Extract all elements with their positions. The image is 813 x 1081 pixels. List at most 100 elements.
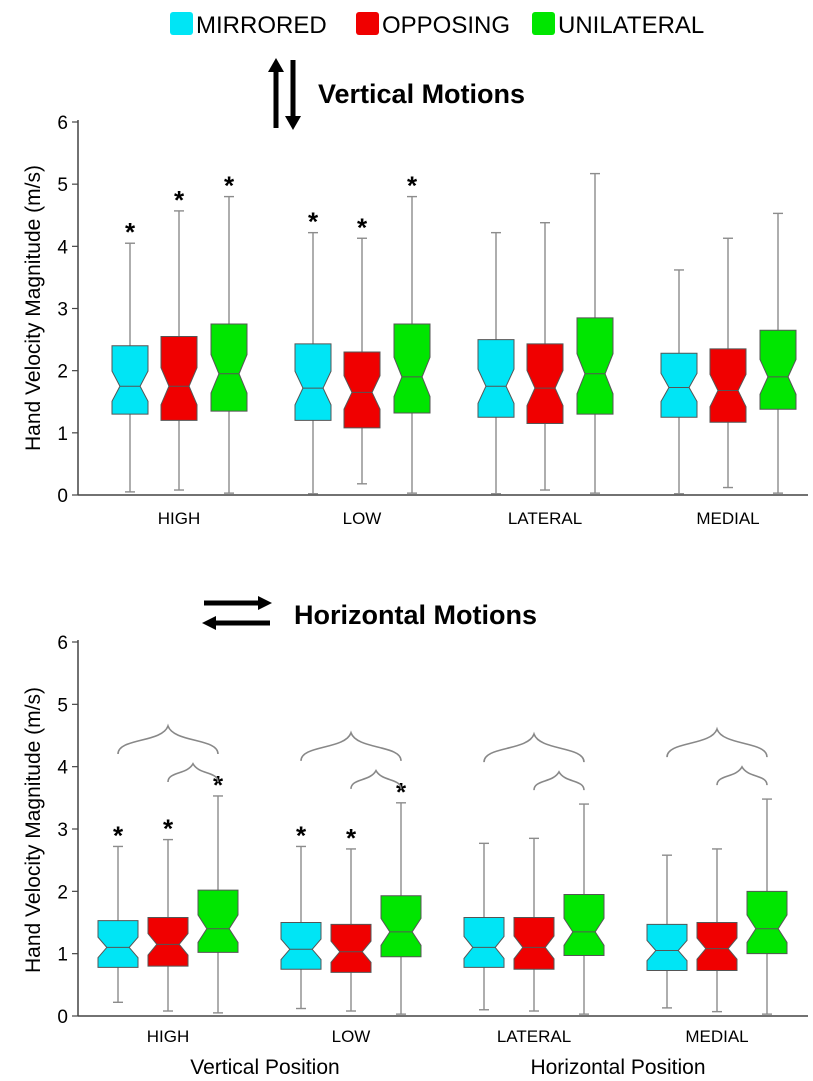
- legend-swatch-unilateral: [532, 12, 555, 35]
- boxplot-mirrored-high: *: [97, 820, 139, 1003]
- boxplot-mirrored-high: *: [111, 217, 149, 493]
- group-label-vertical-position: Vertical Position: [190, 1056, 339, 1079]
- box: [147, 917, 189, 967]
- y-tick-label: 3: [57, 300, 68, 321]
- significance-asterisk: *: [308, 207, 319, 237]
- significance-asterisk: *: [113, 820, 124, 850]
- box: [294, 343, 332, 421]
- box: [210, 323, 248, 412]
- box: [759, 329, 797, 410]
- vertical-arrows-icon: [268, 58, 301, 130]
- x-tick-label: LATERAL: [497, 1027, 571, 1046]
- horizontal-motions-plot: 0 1 2 3 4 5 6 Hand Velocity Magnitude (m/s) HIGH…: [22, 633, 808, 1046]
- box: [513, 917, 555, 970]
- x-tick-label: HIGH: [147, 1027, 190, 1046]
- group-label-horizontal-position: Horizontal Position: [530, 1056, 705, 1079]
- comparison-brace-mirrored-unilateral: [300, 730, 402, 762]
- boxplot-opposing-medial: [709, 237, 747, 489]
- box: [709, 348, 747, 423]
- boxplot-opposing-low: *: [330, 823, 372, 1012]
- x-tick-label: LOW: [332, 1027, 371, 1046]
- significance-asterisk: *: [296, 820, 307, 850]
- x-tick-label: LATERAL: [508, 509, 582, 528]
- comparison-brace-mirrored-unilateral: [117, 723, 219, 755]
- y-tick-label: 4: [57, 237, 68, 258]
- boxplot-mirrored-medial: [660, 269, 698, 495]
- box: [477, 339, 515, 418]
- boxplot-mirrored-low: *: [294, 207, 332, 495]
- legend-swatch-mirrored: [170, 12, 193, 35]
- boxplot-unilateral-low: *: [393, 171, 431, 494]
- boxplot-unilateral-high: *: [197, 770, 239, 1014]
- boxplot-opposing-lateral: [513, 837, 555, 1012]
- boxplot-unilateral-low: *: [380, 777, 422, 1015]
- box: [97, 920, 139, 968]
- comparison-brace-mirrored-unilateral: [483, 731, 585, 763]
- boxplot-unilateral-lateral: [576, 172, 614, 494]
- boxplot-unilateral-lateral: [563, 803, 605, 1015]
- comparison-brace-mirrored-unilateral: [666, 726, 768, 758]
- boxplot-opposing-medial: [696, 848, 738, 1013]
- comparison-brace-opposing-unilateral: [167, 762, 219, 783]
- legend-label-mirrored: MIRRORED: [196, 12, 327, 39]
- box: [660, 352, 698, 418]
- box: [111, 345, 149, 415]
- box: [197, 889, 239, 953]
- y-tick-label: 6: [57, 633, 68, 654]
- y-tick-label: 4: [57, 758, 68, 779]
- x-tick-label: HIGH: [158, 509, 201, 528]
- y-tick-label: 3: [57, 820, 68, 841]
- box: [576, 317, 614, 415]
- y-tick-label: 2: [57, 362, 68, 383]
- legend-item-unilateral: UNILATERAL: [532, 12, 704, 39]
- significance-asterisk: *: [224, 171, 235, 201]
- panel-title-vertical: Vertical Motions: [318, 79, 525, 109]
- comparison-brace-opposing-unilateral: [533, 770, 585, 791]
- legend: MIRRORED OPPOSING UNILATERAL: [170, 12, 704, 39]
- box: [330, 923, 372, 973]
- significance-asterisk: *: [407, 171, 418, 201]
- box: [526, 343, 564, 425]
- box: [160, 335, 198, 421]
- legend-swatch-opposing: [356, 12, 379, 35]
- x-tick-label: MEDIAL: [685, 1027, 748, 1046]
- boxplot-opposing-low: *: [343, 212, 381, 485]
- significance-asterisk: *: [174, 185, 185, 215]
- y-tick-label: 5: [57, 175, 68, 196]
- y-tick-label: 5: [57, 695, 68, 716]
- box: [646, 923, 688, 971]
- legend-item-mirrored: MIRRORED: [170, 12, 327, 39]
- box: [343, 351, 381, 429]
- y-axis-label: Hand Velocity Magnitude (m/s): [22, 165, 45, 451]
- box: [280, 922, 322, 970]
- boxplot-opposing-high: *: [160, 185, 198, 491]
- boxplot-mirrored-low: *: [280, 820, 322, 1010]
- y-tick-label: 6: [57, 113, 68, 134]
- box: [380, 895, 422, 958]
- box: [393, 323, 431, 414]
- box: [746, 890, 788, 955]
- boxplot-opposing-lateral: [526, 222, 564, 491]
- y-tick-label: 2: [57, 882, 68, 903]
- significance-asterisk: *: [125, 217, 136, 247]
- legend-label-unilateral: UNILATERAL: [558, 12, 704, 39]
- vertical-motions-plot: 0 1 2 3 4 5 6 Hand Velocity Magnitude (m/s) HIGH…: [22, 113, 808, 528]
- significance-asterisk: *: [396, 777, 407, 807]
- boxplot-mirrored-lateral: [477, 231, 515, 495]
- panel-title-horizontal: Horizontal Motions: [294, 600, 537, 630]
- y-tick-label: 0: [57, 1007, 68, 1028]
- significance-asterisk: *: [357, 212, 368, 242]
- comparison-brace-opposing-unilateral: [350, 768, 402, 789]
- boxplot-opposing-high: *: [147, 814, 189, 1012]
- box: [463, 917, 505, 968]
- boxplot-unilateral-medial: [759, 212, 797, 494]
- horizontal-arrows-icon: [202, 596, 272, 630]
- y-tick-label: 1: [57, 945, 68, 966]
- x-tick-label: MEDIAL: [696, 509, 759, 528]
- significance-asterisk: *: [213, 770, 224, 800]
- legend-item-opposing: OPPOSING: [356, 12, 510, 39]
- box: [696, 922, 738, 971]
- x-tick-label: LOW: [343, 509, 382, 528]
- significance-asterisk: *: [346, 823, 357, 853]
